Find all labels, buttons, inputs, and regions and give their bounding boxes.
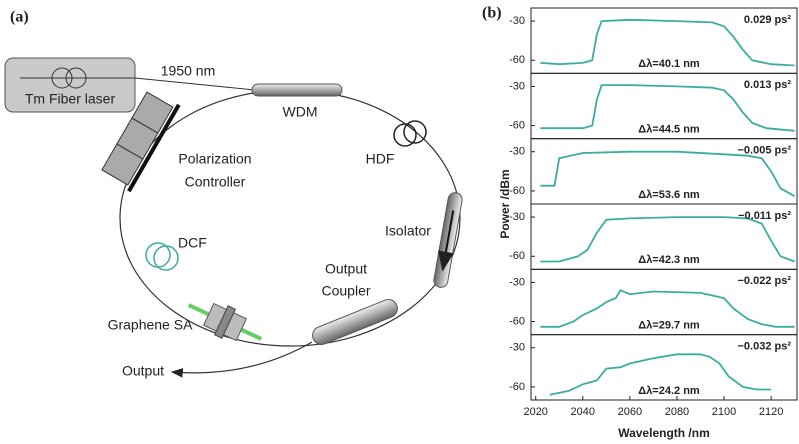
coupler-label: Coupler [321, 283, 370, 299]
dispersion-label: −0.011 ps² [738, 210, 791, 222]
spectrum [540, 289, 795, 328]
y-tick-label: -30 [509, 276, 525, 288]
dispersion-label: −0.032 ps² [737, 341, 791, 353]
bandwidth-label: Δλ=53.6 nm [638, 189, 700, 201]
wdm-label: WDM [283, 104, 318, 120]
bandwidth-label: Δλ=40.1 nm [638, 58, 700, 70]
hdf-coil [393, 123, 417, 147]
y-tick-label: -30 [509, 15, 525, 27]
output-fiber [170, 341, 313, 378]
pc-label: Controller [185, 174, 246, 190]
wavelength-label: 1950 nm [161, 63, 215, 79]
isolator-arrow [438, 210, 455, 272]
spectrum [549, 353, 772, 396]
hdf-label: HDF [366, 151, 395, 167]
hdf-coil [403, 120, 427, 144]
y-tick-label: -60 [509, 185, 525, 197]
panel-label: (b) [482, 5, 502, 22]
laser-label: Tm Fiber laser [25, 91, 116, 107]
x-tick-label: 2120 [759, 406, 783, 418]
pc-label: Polarization [178, 151, 251, 167]
bandwidth-label: Δλ=44.5 nm [638, 124, 700, 136]
spectrum [540, 18, 795, 67]
dcf-label: DCF [178, 235, 207, 251]
panel-b: (b) Power /dBm [482, 5, 512, 239]
y-tick-label: -60 [509, 120, 525, 132]
bandwidth-label: Δλ=42.3 nm [638, 254, 700, 266]
dispersion-label: −0.005 ps² [737, 145, 791, 157]
y-tick-label: -30 [509, 146, 525, 158]
x-tick-label: 2020 [523, 406, 547, 418]
dispersion-label: 0.029 ps² [744, 14, 791, 26]
plot-frame [530, 334, 798, 401]
paddle [131, 91, 174, 134]
y-tick-label: -30 [509, 211, 525, 223]
panel-a: (a) Tm Fiber laser 1950 nm WDM HDF Isola… [4, 9, 463, 379]
fiber-ring [119, 89, 461, 347]
graphene-sa [213, 305, 237, 339]
y-tick-label: -60 [509, 54, 525, 66]
fiber [134, 77, 256, 91]
x-axis-label: Wavelength /nm [618, 426, 710, 440]
y-axis-label: Power /dBm [498, 169, 512, 238]
dcf-coil [153, 245, 179, 271]
x-tick-label: 2040 [571, 406, 595, 418]
sa-label: Graphene SA [108, 317, 193, 333]
isolator-label: Isolator [385, 223, 431, 239]
paddle-base [127, 103, 181, 193]
y-tick-label: -60 [509, 316, 525, 328]
laser-box [4, 57, 136, 113]
bandwidth-label: Δλ=29.7 nm [638, 320, 700, 332]
spectrum [540, 84, 795, 132]
output-coupler [312, 299, 398, 345]
wdm [251, 83, 343, 97]
dispersion-label: 0.013 ps² [744, 79, 791, 91]
panel-label: (a) [10, 9, 29, 26]
spectrum [540, 150, 796, 197]
x-tick-label: 2100 [712, 406, 736, 418]
y-tick-label: -60 [509, 250, 525, 262]
dispersion-label: −0.022 ps² [737, 275, 791, 287]
y-tick-label: -30 [509, 80, 525, 92]
y-tick-label: -60 [509, 381, 525, 393]
y-tick-label: -30 [509, 342, 525, 354]
bandwidth-label: Δλ=24.2 nm [638, 385, 700, 397]
x-tick-label: 2080 [665, 406, 689, 418]
coupler-label: Output [325, 261, 367, 277]
output-label: Output [122, 363, 164, 379]
x-tick-label: 2060 [618, 406, 642, 418]
spectrum [540, 216, 795, 263]
